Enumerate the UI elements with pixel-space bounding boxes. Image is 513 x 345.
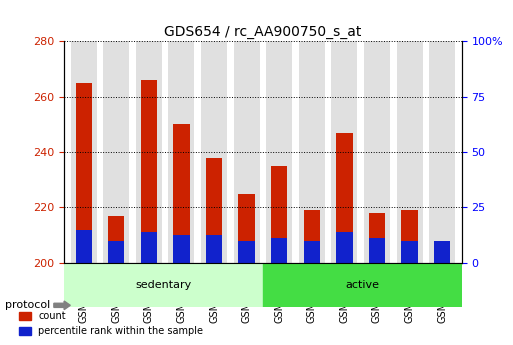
Bar — [336, 232, 352, 263]
Bar — [141, 80, 157, 263]
Text: sedentary: sedentary — [135, 280, 192, 290]
Bar — [397, 41, 423, 263]
Bar — [434, 244, 450, 263]
Bar — [304, 210, 320, 263]
Bar — [75, 229, 92, 263]
Bar — [364, 41, 390, 263]
Bar — [173, 125, 190, 263]
Bar — [263, 263, 462, 307]
Bar — [434, 240, 450, 263]
Text: active: active — [345, 280, 379, 290]
Title: GDS654 / rc_AA900750_s_at: GDS654 / rc_AA900750_s_at — [164, 25, 362, 39]
Bar — [271, 238, 287, 263]
Bar — [299, 41, 325, 263]
Bar — [75, 83, 92, 263]
Bar — [336, 133, 352, 263]
Bar — [266, 41, 292, 263]
Bar — [141, 232, 157, 263]
Bar — [239, 240, 255, 263]
Bar — [206, 235, 222, 263]
Bar — [108, 216, 125, 263]
Bar — [331, 41, 358, 263]
Bar — [369, 238, 385, 263]
Bar — [206, 158, 222, 263]
Bar — [401, 240, 418, 263]
Bar — [304, 240, 320, 263]
Bar — [271, 166, 287, 263]
Bar — [136, 41, 162, 263]
Bar — [401, 210, 418, 263]
Bar — [173, 235, 190, 263]
Legend: count, percentile rank within the sample: count, percentile rank within the sample — [15, 307, 207, 340]
Bar — [103, 41, 129, 263]
Bar — [201, 41, 227, 263]
Bar — [369, 213, 385, 263]
Bar — [429, 41, 455, 263]
Bar — [64, 263, 263, 307]
Bar — [108, 240, 125, 263]
Bar — [233, 41, 260, 263]
Bar — [71, 41, 97, 263]
Text: protocol: protocol — [5, 300, 50, 310]
Bar — [239, 194, 255, 263]
Bar — [168, 41, 194, 263]
